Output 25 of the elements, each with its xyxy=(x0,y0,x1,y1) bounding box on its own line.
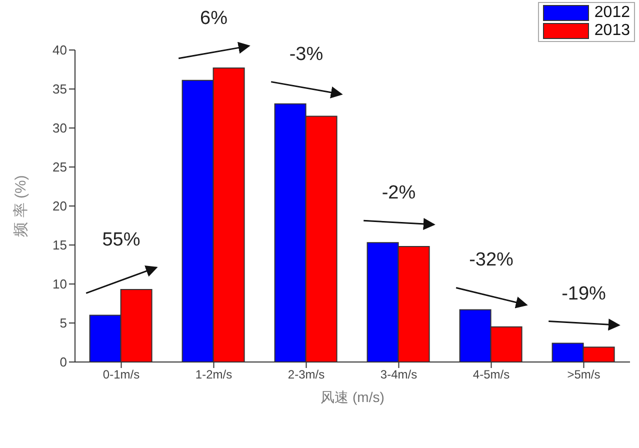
text: 6% xyxy=(200,8,228,29)
legend-label: 2013 xyxy=(594,22,630,40)
x-axis-title: 风速 (m/s) xyxy=(320,389,384,405)
x-tick-label: 3-4m/s xyxy=(380,368,418,382)
x-tick-label: >5m/s xyxy=(567,368,600,382)
y-axis-title: 频 率 (%) xyxy=(12,175,30,237)
x-tick-label: 4-5m/s xyxy=(472,368,510,382)
annotation: -3% xyxy=(289,44,324,65)
y-tick-label: 25 xyxy=(52,160,67,175)
legend-label: 2012 xyxy=(594,4,630,22)
y-tick-label: 0 xyxy=(60,354,67,370)
y-tick-label: 15 xyxy=(52,238,67,253)
y-tick-label: 5 xyxy=(60,316,67,331)
annotation: -19% xyxy=(562,283,606,304)
annotation: 55% xyxy=(102,229,140,250)
y-tick-label: 35 xyxy=(52,82,67,97)
x-tick-label: 0-1m/s xyxy=(102,368,140,382)
annotation: -32% xyxy=(469,250,514,271)
x-tick-label: 1-2m/s xyxy=(195,368,232,382)
y-tick-label: 20 xyxy=(52,198,67,214)
y-tick-label: 40 xyxy=(52,42,67,58)
annotation: -2% xyxy=(382,182,416,204)
y-tick-label: 30 xyxy=(52,120,67,136)
x-tick-label: 2-3m/s xyxy=(288,368,325,382)
y-tick-label: 10 xyxy=(52,276,67,292)
